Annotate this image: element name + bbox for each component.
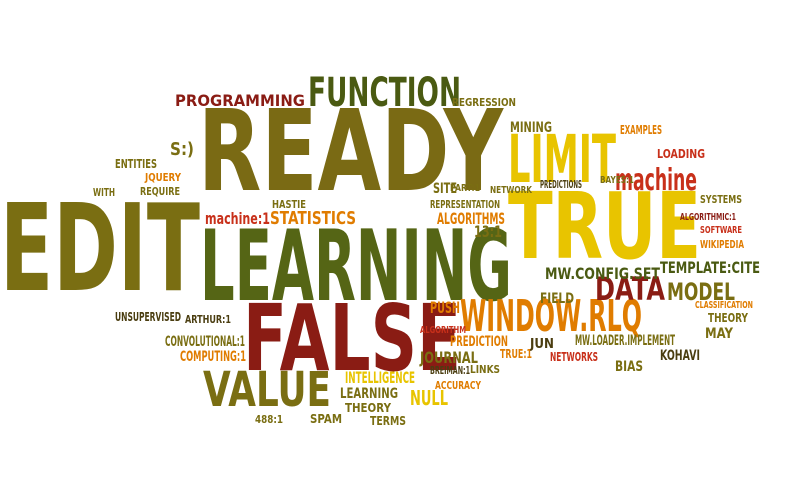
word: PROGRAMMING	[175, 91, 305, 110]
word: 488:1	[255, 413, 283, 426]
word: MODEL	[667, 278, 735, 306]
word: CONVOLUTIONAL:1	[165, 334, 245, 350]
word: DATA	[595, 270, 665, 308]
word: INTELLIGENCE	[345, 368, 415, 387]
word: LEARNING	[340, 386, 398, 402]
word: MINING	[510, 120, 552, 136]
word: REPRESENTATION	[430, 198, 500, 211]
word: PREDICTION	[450, 334, 508, 350]
word: KOHAVI	[660, 348, 700, 364]
word: JQUERY	[144, 171, 182, 184]
word: NETWORK	[490, 185, 533, 196]
word: FUNCTION	[308, 70, 461, 116]
word: HASTIE	[272, 198, 306, 211]
word: PREDICTIONS	[540, 178, 582, 191]
word: MAY	[705, 326, 734, 342]
word: ALGORITHMS	[437, 209, 505, 228]
word: WITH	[93, 186, 115, 199]
word: S:)	[170, 139, 194, 160]
word: LINKS	[470, 363, 500, 376]
word: LIMIT	[508, 121, 616, 198]
word: NETWORKS	[550, 350, 598, 364]
word: TRUE	[508, 173, 701, 280]
word: READY	[198, 87, 504, 217]
word: SITE	[433, 181, 457, 197]
word: EDIT	[0, 180, 200, 319]
word: BAYES:1	[600, 175, 634, 186]
word: 13:1	[474, 222, 502, 241]
word: TRUE:1	[500, 347, 532, 361]
word: TEMPLATE:CITE	[660, 258, 760, 277]
word: WIKIPEDIA	[700, 238, 744, 251]
word: ARTHUR:1	[185, 313, 231, 326]
word: TERMS	[370, 414, 406, 428]
word: REGRESSION	[452, 96, 516, 109]
word: LOADING	[657, 147, 705, 161]
word: CLASSIFICATION	[695, 300, 753, 311]
word: machine	[615, 163, 697, 198]
word: THEORY	[345, 401, 391, 415]
word: SOFTWARE	[700, 225, 742, 236]
word: ENTITIES	[115, 157, 157, 171]
word: BREIMAN:1	[430, 364, 470, 377]
word: PART:1	[450, 183, 480, 194]
word: WINDOW.RLQ	[460, 291, 642, 342]
word: FALSE	[243, 285, 461, 392]
word: ALGORITHMIC:1	[680, 212, 736, 223]
word: JUN	[529, 337, 554, 352]
word: SYSTEMS	[700, 193, 742, 206]
word: UNSUPERVISED	[115, 310, 181, 324]
word: THEORY	[708, 311, 748, 325]
word: MW.LOADER.IMPLEMENT	[575, 333, 675, 349]
word: SPAM	[310, 412, 342, 426]
word: BIAS	[615, 359, 643, 375]
word: machine:1	[205, 209, 270, 228]
word: LEARNING	[200, 210, 512, 324]
word: MW.CONFIG.SET	[545, 264, 660, 283]
word: STATISTICS	[270, 208, 356, 229]
word: COMPUTING:1	[180, 349, 246, 365]
word: ACCURACY	[435, 379, 482, 392]
word: FIELD	[540, 291, 574, 307]
word: VALUE	[203, 362, 331, 418]
word: ALGORITHM	[420, 325, 466, 336]
word: REQUIRE	[140, 185, 180, 198]
word: JOURNAL	[419, 348, 478, 367]
word: PUSH	[430, 298, 460, 317]
word: NULL	[410, 386, 448, 410]
word: EXAMPLES	[620, 123, 662, 137]
